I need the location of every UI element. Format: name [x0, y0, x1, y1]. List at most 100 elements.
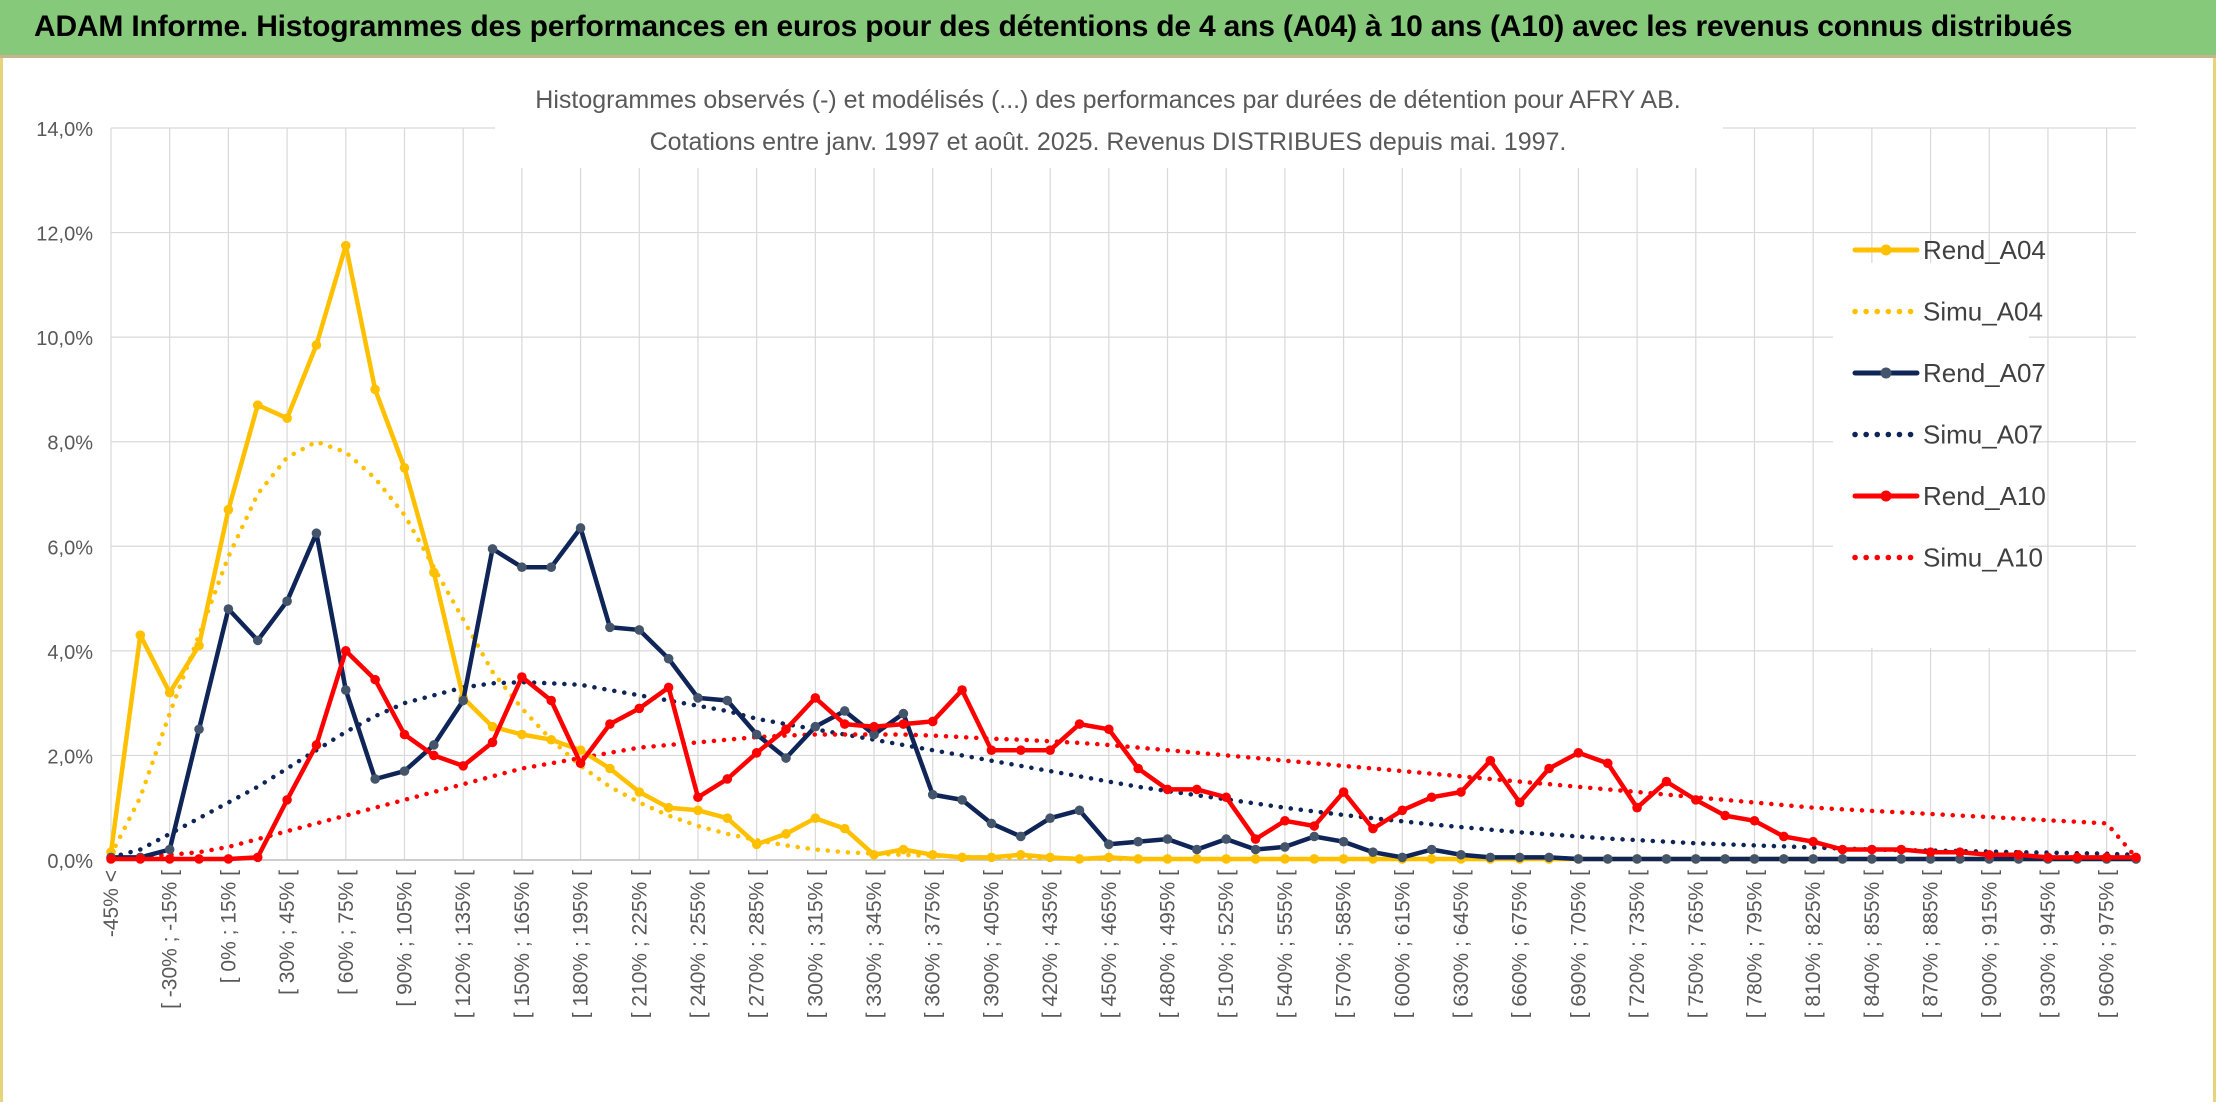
- data-point: [429, 740, 439, 750]
- data-point: [194, 724, 204, 735]
- data-point: [399, 729, 410, 740]
- data-point: [1925, 854, 1936, 864]
- data-point: [634, 703, 645, 714]
- data-point: [2043, 852, 2053, 863]
- title-backdrop: [495, 58, 1723, 168]
- series-line-Simu_A07: [108, 679, 2139, 860]
- data-point: [1250, 854, 1261, 864]
- x-tick-label: [ 720% ; 735% [: [1626, 870, 1649, 1018]
- data-point: [1162, 784, 1173, 795]
- y-tick-label: 12,0%: [36, 224, 93, 246]
- data-point: [1309, 854, 1320, 864]
- data-point: [282, 795, 292, 805]
- chart-legend: Rend_A04 Simu_A04 Rend_A07 Simu_A07 Rend_A10…: [1833, 235, 2046, 648]
- data-point: [458, 695, 468, 706]
- x-tick-label: [ 540% ; 555% [: [1274, 870, 1297, 1018]
- x-tick-label: [ 330% ; 345% [: [863, 870, 886, 1018]
- legend-label: Simu_A04: [1923, 297, 2043, 327]
- data-point: [311, 740, 322, 750]
- data-point: [957, 685, 967, 695]
- data-point: [810, 813, 821, 823]
- data-point: [487, 544, 498, 554]
- data-point: [1573, 748, 1584, 758]
- legend-label: Rend_A10: [1923, 481, 2046, 511]
- data-point: [1221, 834, 1232, 844]
- data-point: [517, 562, 527, 572]
- data-point: [575, 523, 586, 533]
- x-axis: -45% < [ -30% ; -15% [[ 0% ; 15% [[ 30% ;…: [100, 859, 2136, 1018]
- data-point: [1074, 805, 1085, 816]
- data-point: [1456, 849, 1466, 860]
- data-point: [1104, 852, 1114, 863]
- y-tick-label: 14,0%: [36, 119, 93, 141]
- data-point: [1074, 854, 1085, 864]
- data-point: [1808, 854, 1818, 864]
- data-point: [1015, 831, 1026, 842]
- series-Rend_A10: [106, 646, 2141, 864]
- data-point: [1192, 784, 1202, 795]
- data-point: [1162, 854, 1173, 864]
- data-point: [1192, 854, 1202, 864]
- legend-entry-Rend_A07: Rend_A07: [1852, 358, 2046, 388]
- x-tick-label: [ 300% ; 315% [: [804, 870, 827, 1018]
- legend-label: Rend_A07: [1923, 358, 2046, 388]
- data-point: [1104, 839, 1114, 850]
- data-point: [252, 635, 263, 646]
- x-tick-label: [ 240% ; 255% [: [687, 870, 710, 1018]
- data-point: [1984, 849, 1995, 860]
- data-point: [282, 596, 292, 606]
- data-point: [1690, 854, 1701, 864]
- data-point: [252, 852, 263, 863]
- data-point: [1045, 852, 1055, 863]
- x-tick-label: [ 870% ; 885% [: [1920, 870, 1943, 1018]
- data-point: [1925, 847, 1936, 857]
- data-point: [2013, 849, 2024, 860]
- data-point: [810, 721, 821, 732]
- data-point: [2131, 852, 2141, 863]
- data-point: [370, 674, 380, 685]
- data-point: [1368, 847, 1378, 857]
- legend-backdrop: [1833, 263, 2029, 648]
- data-point: [487, 737, 498, 748]
- y-tick-label: 0,0%: [47, 851, 93, 873]
- data-point: [1221, 792, 1232, 803]
- x-tick-label: [ 270% ; 285% [: [746, 870, 769, 1018]
- data-point: [429, 567, 439, 578]
- data-point: [487, 721, 498, 732]
- data-point: [986, 852, 997, 863]
- chart-title: Histogrammes observés (-) et modélisés (…: [535, 86, 1680, 114]
- data-point: [1426, 854, 1437, 864]
- data-point: [1015, 745, 1026, 755]
- x-tick-label: [ 660% ; 675% [: [1509, 870, 1532, 1018]
- data-point: [1896, 854, 1907, 864]
- data-point: [135, 630, 146, 640]
- data-point: [1338, 836, 1349, 847]
- data-point: [370, 774, 380, 784]
- data-point: [1426, 792, 1437, 803]
- data-point: [546, 562, 557, 572]
- data-point: [1720, 854, 1730, 864]
- data-point: [781, 753, 791, 763]
- data-point: [1720, 810, 1730, 821]
- series-line-Rend_A10: [108, 648, 2139, 862]
- data-point: [194, 854, 204, 864]
- data-point: [1573, 854, 1584, 864]
- data-point: [927, 789, 938, 800]
- x-tick-label: [ 900% ; 915% [: [1978, 870, 2001, 1018]
- data-point: [722, 774, 733, 784]
- data-point: [605, 719, 615, 729]
- data-point: [1309, 821, 1320, 831]
- x-tick-label: [ 360% ; 375% [: [922, 870, 945, 1018]
- y-tick-label: 4,0%: [47, 642, 93, 664]
- histogram-chart: 0,0% 2,0% 4,0% 6,0% 8,0% 10,0% 12,0% 14,0% -45%…: [36, 58, 2141, 1018]
- data-point: [1426, 844, 1437, 855]
- data-point: [869, 729, 879, 740]
- data-point: [164, 854, 175, 864]
- data-point: [693, 805, 703, 816]
- data-point: [1896, 844, 1907, 855]
- x-tick-label: [ 90% ; 105% [: [393, 870, 416, 1007]
- data-point: [1867, 844, 1877, 855]
- data-point: [1309, 831, 1320, 842]
- data-point: [605, 622, 615, 633]
- data-point: [1074, 719, 1085, 729]
